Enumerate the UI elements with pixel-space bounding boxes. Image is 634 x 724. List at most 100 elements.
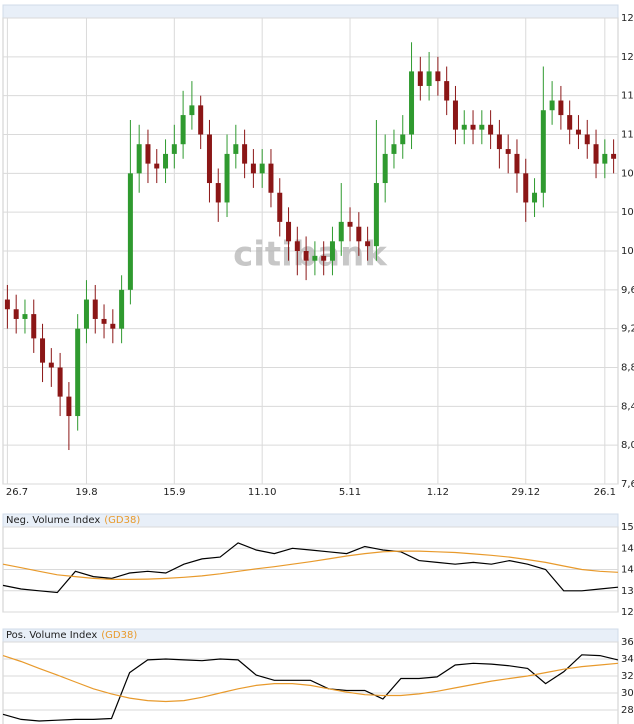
candle-body — [470, 124, 476, 130]
candle-body — [154, 163, 160, 169]
candle-body — [558, 100, 564, 116]
candle-body — [83, 299, 89, 329]
y-tick-label: 12, — [621, 52, 634, 63]
y-tick-label: 8,0 — [621, 440, 634, 451]
candle-body — [479, 124, 485, 130]
y-tick-label: 281 — [621, 705, 634, 716]
x-tick-label: 5.11 — [339, 487, 361, 498]
candle-body — [92, 299, 98, 319]
panel-title: Neg. Volume Index — [6, 515, 100, 526]
candle-body — [31, 314, 37, 339]
panel-title: Pos. Volume Index — [6, 630, 97, 641]
candle-body — [505, 149, 511, 154]
candle-body — [382, 153, 388, 184]
indicator-line — [2, 542, 619, 594]
candle-body — [242, 144, 248, 164]
candle-body — [575, 129, 581, 135]
candle-body — [602, 153, 608, 164]
candle-body — [180, 115, 186, 145]
candle-body — [338, 221, 344, 242]
plot-area — [2, 641, 619, 724]
y-tick-label: 7,6 — [621, 479, 634, 490]
candle-body — [66, 396, 72, 417]
candle-body — [57, 367, 63, 397]
candle-body — [496, 134, 502, 150]
candle-body — [373, 183, 379, 247]
indicator-line — [2, 654, 619, 722]
candle-body — [593, 144, 599, 164]
candle-body — [365, 241, 371, 247]
legend-label: (GD38) — [101, 630, 137, 641]
y-tick-label: 10, — [621, 207, 634, 218]
candle-body — [110, 323, 116, 329]
y-tick-label: 341 — [621, 654, 634, 665]
y-tick-label: 14, — [621, 543, 634, 554]
x-tick-label: 15.9 — [163, 487, 185, 498]
y-tick-label: 301 — [621, 688, 634, 699]
y-tick-label: 13, — [621, 586, 634, 597]
candle-body — [4, 299, 10, 310]
candle-body — [206, 134, 212, 184]
candle-body — [567, 115, 573, 130]
candle-body — [268, 163, 274, 193]
candle-body — [321, 255, 327, 261]
y-tick-label: 10, — [621, 168, 634, 179]
candle-body — [40, 338, 46, 363]
y-tick-label: 8,4 — [621, 401, 634, 412]
candle-body — [584, 134, 590, 145]
candle-body — [22, 314, 28, 319]
y-tick-label: 9,2 — [621, 324, 634, 335]
y-tick-label: 8,8 — [621, 363, 634, 374]
candle-body — [75, 328, 81, 417]
candle-body — [198, 105, 204, 135]
watermark: citibank — [233, 235, 388, 275]
candle-body — [277, 192, 283, 222]
candle-body — [426, 71, 432, 86]
candle-body — [312, 255, 318, 261]
y-tick-label: 12, — [621, 607, 634, 618]
candle-body — [189, 105, 195, 116]
y-tick-label: 15, — [621, 522, 634, 533]
candle-body — [409, 71, 415, 135]
candle-body — [347, 221, 353, 227]
y-tick-label: 361 — [621, 637, 634, 648]
candle-body — [532, 192, 538, 203]
candle-body — [259, 163, 265, 174]
x-tick-label: 29.12 — [511, 487, 540, 498]
y-tick-label: 321 — [621, 671, 634, 682]
candle-body — [417, 71, 423, 86]
x-tick-label: 19.8 — [75, 487, 97, 498]
candle-body — [356, 226, 362, 242]
candle-body — [452, 100, 458, 130]
y-tick-label: 11, — [621, 91, 634, 102]
candle-body — [514, 153, 520, 174]
y-tick-label: 10, — [621, 246, 634, 257]
candle-body — [136, 144, 142, 174]
candle-body — [391, 144, 397, 154]
candle-body — [250, 163, 256, 174]
candle-body — [145, 144, 151, 164]
candle-body — [215, 183, 221, 203]
candle-body — [119, 289, 125, 329]
candle-body — [48, 362, 54, 368]
x-tick-label: 26.1 — [594, 487, 616, 498]
y-tick-label: 14, — [621, 565, 634, 576]
candle-body — [435, 71, 441, 82]
candle-body — [233, 144, 239, 154]
candle-body — [444, 81, 450, 101]
x-tick-label: 11.10 — [248, 487, 277, 498]
y-tick-label: 9,6 — [621, 285, 634, 296]
candle-body — [13, 309, 19, 319]
candle-body — [549, 100, 555, 111]
candle-body — [171, 144, 177, 154]
candle-body — [101, 318, 107, 324]
candle-body — [163, 153, 169, 169]
candle-body — [400, 134, 406, 145]
y-tick-label: 12, — [621, 13, 634, 24]
x-tick-label: 26.7 — [6, 487, 28, 498]
candle-body — [127, 173, 133, 290]
candle-body — [329, 241, 335, 261]
candle-body — [303, 251, 309, 261]
legend-label: (GD38) — [104, 515, 140, 526]
